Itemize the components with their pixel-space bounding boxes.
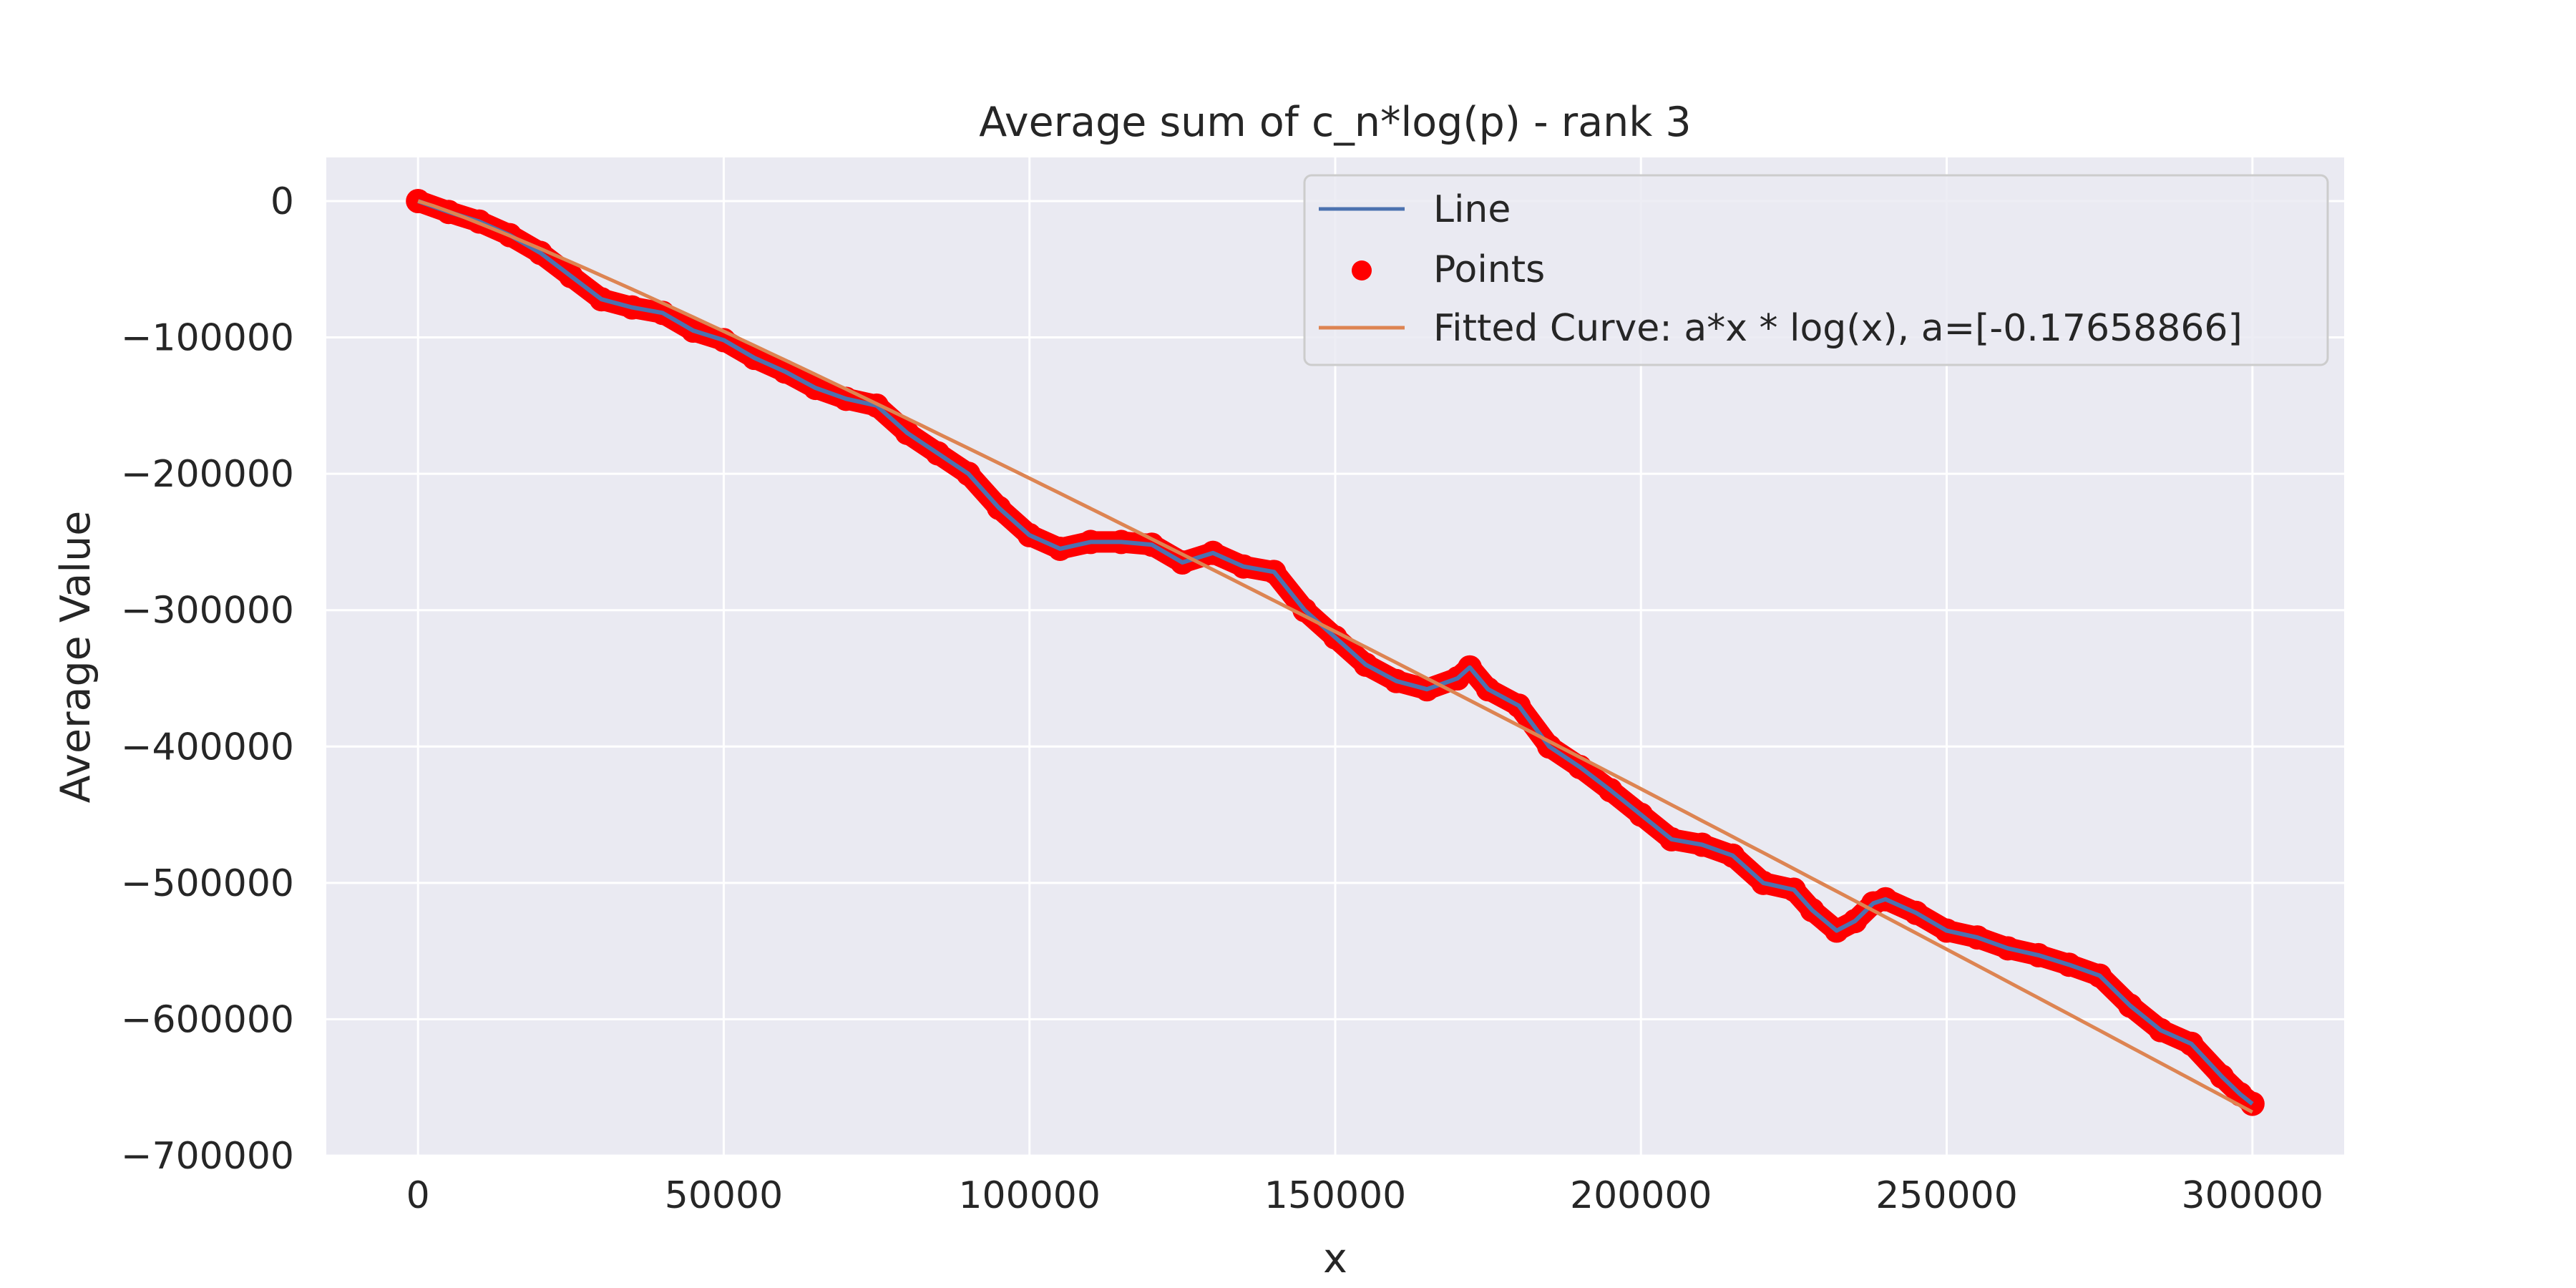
y-tick-label: −600000 [121, 998, 294, 1041]
x-tick-label: 200000 [1570, 1174, 1712, 1217]
y-tick-label: −500000 [121, 862, 294, 905]
legend-box [1303, 174, 2329, 366]
data-point [406, 188, 431, 213]
grid-lines [326, 157, 2344, 1157]
x-tick-label: 250000 [1875, 1174, 2018, 1217]
series-layer [406, 188, 2265, 1116]
x-tick-label: 150000 [1264, 1174, 1407, 1217]
y-tick-label: −700000 [121, 1135, 294, 1178]
x-tick-label: 0 [406, 1174, 430, 1217]
y-axis-title: Average Value [52, 511, 99, 804]
legend-label-fit: Fitted Curve: a*x * log(x), a=[-0.176588… [1433, 307, 2243, 350]
legend: Line Points Fitted Curve: a*x * log(x), … [1303, 174, 2329, 366]
tick-labels: 0 50000 100000 150000 200000 250000 300000 0 −10… [121, 180, 2323, 1217]
legend-label-line: Line [1433, 188, 1511, 231]
y-tick-label: −400000 [121, 726, 294, 769]
y-tick-label: −200000 [121, 453, 294, 496]
chart-title: Average sum of c_n*log(p) - rank 3 [979, 99, 1691, 146]
x-axis-title: x [1323, 1235, 1347, 1282]
line-series [417, 199, 2254, 1106]
y-tick-label: −300000 [121, 590, 294, 633]
x-tick-label: 50000 [665, 1174, 783, 1217]
x-tick-label: 100000 [958, 1174, 1101, 1217]
y-tick-label: −100000 [121, 317, 294, 360]
y-tick-label: 0 [270, 180, 294, 223]
legend-points-swatch [1352, 260, 1372, 280]
legend-label-points: Points [1433, 248, 1545, 291]
x-tick-label: 300000 [2182, 1174, 2324, 1217]
fitted-curve [417, 199, 2253, 1114]
